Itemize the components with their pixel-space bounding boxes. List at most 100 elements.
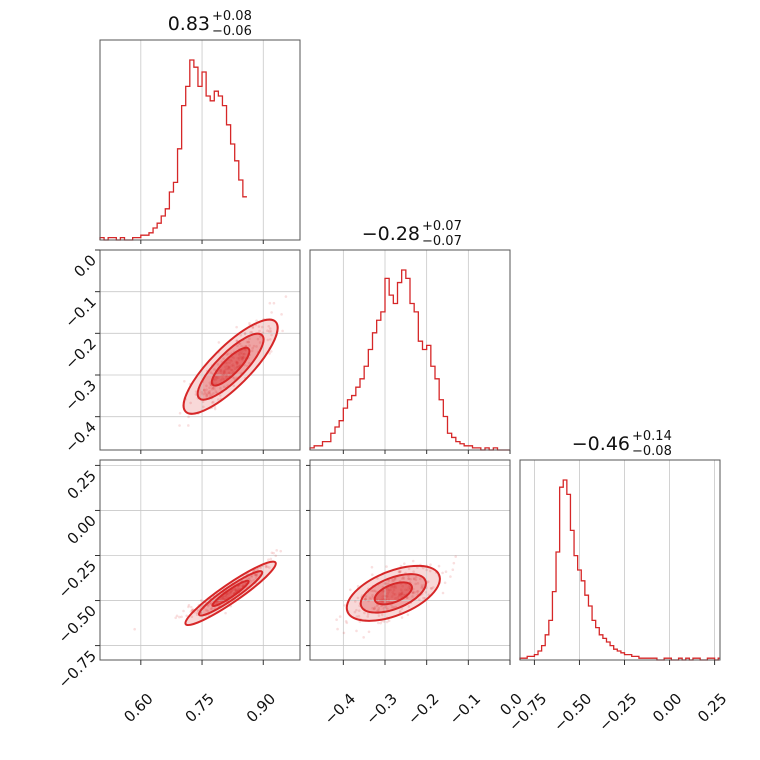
scatter-point [258, 329, 261, 333]
scatter-point [372, 607, 376, 611]
title-minus: −0.06 [212, 24, 252, 39]
scatter-point [267, 324, 271, 328]
scatter-point [371, 606, 374, 610]
density-fills [183, 319, 440, 626]
scatter-point [250, 574, 254, 577]
scatter-point [391, 591, 395, 594]
scatter-point [429, 586, 433, 590]
scatter-point [392, 606, 396, 609]
scatter-point [247, 340, 250, 344]
scatter-point [355, 629, 358, 633]
scatter-point [383, 582, 387, 585]
scatter-point [255, 573, 258, 577]
scatter-point [244, 349, 247, 352]
scatter-point [211, 386, 215, 390]
scatter-point [225, 367, 228, 371]
scatter-point [248, 361, 251, 365]
scatter-point [403, 562, 406, 565]
scatter-point [367, 630, 371, 634]
scatter-point [208, 391, 211, 395]
title-value: −0.46 [572, 433, 630, 455]
scatter-point [407, 605, 411, 608]
scatter-point [386, 588, 389, 591]
scatter-point [213, 387, 216, 391]
scatter-point [412, 577, 416, 580]
scatter-point [400, 592, 403, 596]
scatter-point [399, 593, 403, 596]
scatter-point [451, 568, 455, 572]
scatter-point [222, 598, 226, 601]
scatter-point [391, 579, 394, 583]
scatter-point [247, 576, 251, 580]
scatter-point [257, 325, 261, 328]
scatter-point [185, 614, 188, 618]
scatter-point [227, 593, 231, 597]
scatter-point [213, 407, 217, 411]
scatter-point [394, 597, 397, 600]
scatter-point [220, 599, 224, 602]
scatter-point [441, 571, 444, 575]
y-tick-label: 0.00 [64, 512, 100, 548]
contour-level-1 [197, 570, 264, 617]
scatter-point [205, 608, 208, 612]
scatter-point [235, 360, 239, 364]
scatter-point [272, 301, 276, 305]
scatter-point [384, 582, 388, 585]
scatter-point [396, 596, 400, 599]
y-tick-label: 0.25 [64, 467, 100, 503]
scatter-point [235, 365, 239, 368]
scatter-point [236, 586, 240, 590]
scatter-point [220, 596, 224, 600]
scatter-point [356, 596, 360, 600]
scatter-point [182, 609, 185, 613]
scatter-point [211, 386, 215, 389]
scatter-point [400, 577, 404, 580]
scatter-point [225, 374, 228, 377]
scatter-point [212, 400, 215, 404]
scatter-point [345, 621, 349, 625]
scatter-point [392, 584, 396, 588]
scatter-point [195, 611, 199, 615]
scatter-point [252, 578, 255, 582]
y-tick-label: −0.1 [61, 293, 99, 331]
scatter-point [240, 357, 244, 360]
scatter-point [220, 599, 223, 603]
scatter-point [421, 566, 425, 570]
scatter-point [406, 613, 410, 617]
scatter-point [251, 326, 255, 330]
scatter-point [284, 295, 288, 298]
fill-panel-1 [185, 561, 276, 626]
scatter-point [239, 351, 243, 355]
scatter-point [407, 574, 410, 578]
scatter-point [242, 356, 245, 359]
scatter-point [225, 594, 228, 597]
scatter-point [233, 367, 237, 370]
scatter-point [251, 346, 255, 350]
scatter-point [272, 551, 276, 555]
scatter-point [225, 595, 228, 598]
scatter-point [411, 595, 414, 598]
scatter-point [248, 344, 251, 347]
scatter-point [250, 349, 254, 353]
scatter-point [268, 566, 271, 569]
scatter-point [389, 585, 393, 589]
scatter-point [397, 570, 401, 574]
scatter-point [222, 385, 226, 389]
scatter-point [190, 608, 194, 612]
panel-frame-r2c2 [519, 459, 721, 661]
scatter-point [234, 589, 238, 593]
scatter-point [227, 371, 231, 375]
scatter-point [400, 607, 404, 610]
scatter-point [221, 596, 225, 599]
scatter-point [386, 592, 390, 596]
scatter-point [255, 574, 259, 577]
scatter-point [421, 585, 424, 589]
scatter-point [187, 424, 190, 427]
scatter-point [268, 338, 272, 341]
scatter-point [217, 341, 221, 344]
scatter-point [398, 570, 401, 574]
title-plus: +0.08 [212, 9, 252, 24]
scatter-point [205, 392, 209, 396]
scatter-point [242, 356, 245, 359]
